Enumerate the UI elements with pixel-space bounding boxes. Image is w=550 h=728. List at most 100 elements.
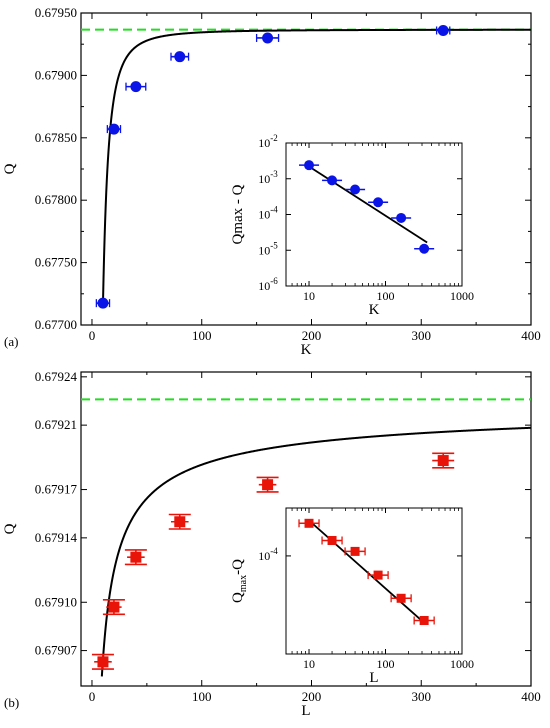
inset-a-xtick-label: 100 <box>377 289 395 303</box>
panel-b-marker-square <box>174 516 186 528</box>
panel-a-ytick-label: 0.67950 <box>35 5 77 20</box>
inset-a-ytick-label-text: 10-5 <box>258 240 278 257</box>
inset-b-marker-square <box>373 570 383 580</box>
inset-a-ytick-label: 10-3 <box>258 169 278 186</box>
panel-b-ytick-label: 0.67907 <box>35 643 78 658</box>
panel-a-xtick-label: 200 <box>302 328 322 343</box>
panel-b-xtick-label: 200 <box>302 689 322 704</box>
inset-b-ytick-label: 10-4 <box>258 546 278 563</box>
panel-b-data-point <box>432 452 455 469</box>
panel-b-data-point <box>124 549 147 566</box>
inset-b-xtick-label: 100 <box>377 657 395 671</box>
panel-a-marker-circle <box>108 123 120 135</box>
inset-b-data-point <box>298 518 320 528</box>
inset-b-ylabel-tail: -Q <box>230 559 246 575</box>
panel-a-xtick-label: 0 <box>89 328 96 343</box>
inset-a-ytick-label-base: 10 <box>258 208 270 222</box>
panel-b-marker-square <box>130 551 142 563</box>
panel-a-ytick-label: 0.67700 <box>35 317 77 332</box>
inset-a-ytick-label-exp: -3 <box>270 169 278 179</box>
panel-b-marker-square <box>97 656 109 668</box>
panel-b-xtick-label: 100 <box>192 689 212 704</box>
panel-a-ytick-label: 0.67750 <box>35 255 77 270</box>
panel-a-xtick-label: 400 <box>521 328 541 343</box>
inset-b-ylabel-sub: max <box>238 575 249 592</box>
panel-b-xtick-label: 0 <box>89 689 96 704</box>
inset-b-data-point <box>413 615 435 625</box>
panel-a-xtick-label: 300 <box>411 328 431 343</box>
panel-a-fit-curve <box>101 28 531 305</box>
inset-a-data-point <box>299 160 320 171</box>
inset-b-ylabel-main: Q <box>230 592 246 603</box>
inset-a-data-point <box>368 197 389 208</box>
inset-b-marker-square <box>419 615 429 625</box>
inset-b-ytick-label-exp: -4 <box>270 546 278 556</box>
inset-a-marker-circle <box>373 197 384 208</box>
panel-b-ytick-label: 0.67924 <box>35 369 78 384</box>
panel-b-fit-curve <box>100 426 532 677</box>
inset-a-ytick-label-text: 10-3 <box>258 169 278 186</box>
inset-a-ytick-label: 10-6 <box>258 276 278 293</box>
panel-a-marker-circle <box>437 24 449 36</box>
panel-a-ylabel: Q <box>2 163 18 174</box>
panel-b-ytick-label: 0.67921 <box>35 417 77 432</box>
panel-a-marker-circle <box>262 32 274 44</box>
inset-a-ytick-label-exp: -2 <box>270 133 278 143</box>
inset-a-ytick-label: 10-4 <box>258 205 278 222</box>
inset-b-marker-square <box>350 546 360 556</box>
panel-b-data-point <box>168 513 191 530</box>
panel-a-label: (a) <box>4 334 18 349</box>
inset-a-ylabel: Qmax - Q <box>230 184 246 244</box>
inset-a-ytick-label-exp: -5 <box>270 240 278 250</box>
inset-a-data-point <box>322 175 343 186</box>
panel-b-data-point <box>256 476 279 493</box>
panel-a-data-point <box>435 24 451 36</box>
panel-a-xlabel: K <box>301 342 312 358</box>
panel-b-data-point <box>102 599 125 616</box>
panel-a-data-point <box>170 51 190 63</box>
inset-b-data-point <box>321 535 343 545</box>
inset-b-ytick-label-base: 10 <box>258 549 270 563</box>
panel-a-ytick-label: 0.67800 <box>35 192 77 207</box>
panel-b-ylabel: Q <box>2 523 18 534</box>
inset-a-xlabel: K <box>369 302 380 318</box>
panel-a-data-point <box>255 32 280 44</box>
inset-a-ytick-label: 10-5 <box>258 240 278 257</box>
panel-a-marker-circle <box>97 297 109 309</box>
inset-a-data-point <box>414 243 435 254</box>
panel-a-ytick-label: 0.67850 <box>35 130 77 145</box>
inset-a-ytick-label: 10-2 <box>258 133 278 150</box>
panel-b-frame <box>80 371 532 687</box>
inset-b-xtick-label: 10 <box>303 657 315 671</box>
panel-a-data-point <box>95 297 111 309</box>
inset-a-xtick-label: 10 <box>303 289 315 303</box>
inset-a-data-point <box>345 184 366 195</box>
inset-b-data-point <box>344 546 366 556</box>
inset-a-ytick-label-base: 10 <box>258 279 270 293</box>
inset-a-ytick-label-base: 10 <box>258 243 270 257</box>
panel-a-marker-circle <box>174 51 186 63</box>
inset-b-frame <box>285 507 463 655</box>
panel-b-marker-square <box>108 601 120 613</box>
inset-b-ytick-label-text: 10-4 <box>258 546 278 563</box>
panel-a-data-point <box>125 81 147 93</box>
panel-b-xtick-label: 400 <box>521 689 541 704</box>
inset-b-marker-square <box>396 593 406 603</box>
inset-a-marker-circle <box>304 160 315 171</box>
panel-b-ytick-label: 0.67914 <box>35 530 78 545</box>
inset-b-xtick-label: 1000 <box>450 657 474 671</box>
inset-a-marker-circle <box>327 175 338 186</box>
inset-a-ytick-label-text: 10-6 <box>258 276 278 293</box>
inset-a-frame <box>285 142 463 287</box>
inset-b-xlabel: L <box>369 670 378 686</box>
panel-b-marker-square <box>437 455 449 467</box>
panel-b-ytick-label: 0.67910 <box>35 594 77 609</box>
panel-b-data-point <box>91 653 114 670</box>
inset-b-data-point <box>367 570 389 580</box>
inset-a-ytick-label-base: 10 <box>258 172 270 186</box>
inset-a-marker-circle <box>350 184 361 195</box>
panel-b-ytick-label: 0.67917 <box>35 482 78 497</box>
inset-a-marker-circle <box>396 212 407 223</box>
panel-b-xtick-label: 300 <box>411 689 431 704</box>
inset-b-data-point <box>390 593 412 603</box>
